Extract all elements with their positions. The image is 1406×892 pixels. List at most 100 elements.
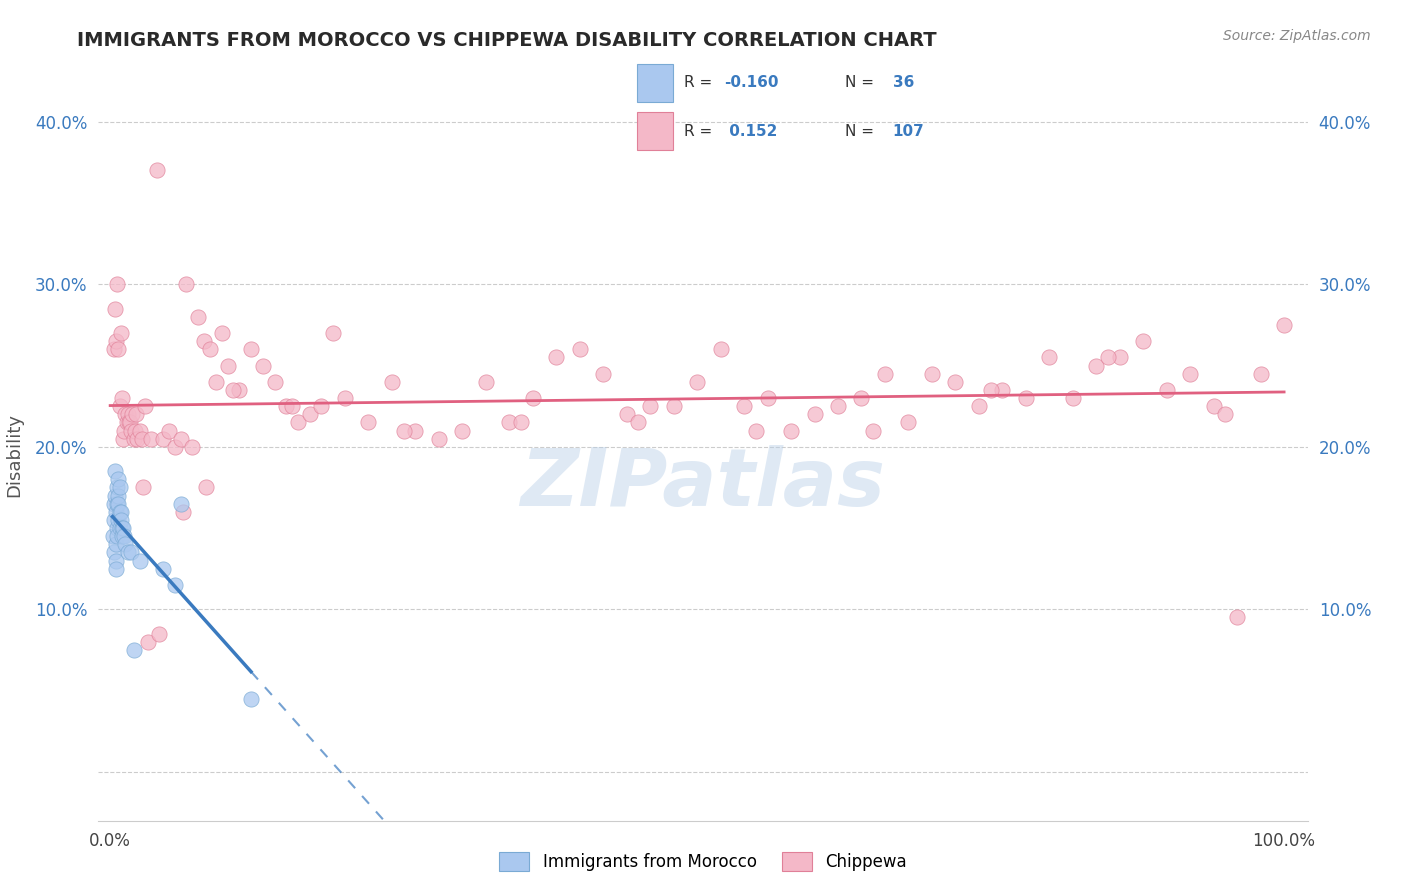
Point (125, 407, 148, 421)
Point (131, 432, 153, 446)
Text: R =: R = (685, 124, 717, 139)
Point (117, 545, 139, 559)
Point (163, 578, 186, 592)
Point (662, 399, 685, 413)
Point (111, 521, 134, 535)
Point (522, 391, 544, 405)
Point (392, 424, 415, 438)
Bar (637, 64, 673, 102)
Point (217, 359, 239, 373)
Point (141, 432, 163, 446)
Point (105, 537, 128, 551)
Point (780, 424, 803, 438)
Point (298, 407, 321, 421)
Point (105, 529, 128, 543)
Point (103, 513, 125, 527)
Point (240, 343, 263, 357)
Point (176, 277, 198, 292)
Point (568, 343, 591, 357)
Point (105, 505, 128, 519)
Point (322, 326, 344, 340)
Point (107, 343, 129, 357)
Point (163, 440, 186, 454)
Point (1108, 351, 1130, 365)
Point (105, 334, 128, 348)
Point (756, 391, 779, 405)
Point (1250, 367, 1272, 381)
Point (114, 407, 136, 421)
Point (1202, 399, 1225, 413)
Point (107, 497, 129, 511)
Point (638, 399, 661, 413)
Point (1272, 318, 1295, 332)
Point (1215, 407, 1237, 421)
Point (114, 537, 136, 551)
Point (276, 399, 298, 413)
Point (104, 301, 127, 316)
Point (122, 432, 145, 446)
Point (128, 424, 150, 438)
Point (862, 424, 884, 438)
Point (1085, 359, 1108, 373)
Point (120, 545, 142, 559)
Point (204, 375, 226, 389)
Point (132, 480, 155, 494)
Point (112, 432, 135, 446)
Point (967, 399, 990, 413)
Point (105, 497, 128, 511)
Point (112, 424, 135, 438)
Point (357, 416, 380, 430)
Point (921, 367, 943, 381)
Point (105, 277, 128, 292)
Point (120, 416, 142, 430)
Point (1226, 610, 1249, 624)
Text: 107: 107 (893, 124, 924, 139)
Point (222, 383, 245, 397)
Point (1132, 334, 1154, 348)
Point (827, 399, 849, 413)
Point (112, 521, 135, 535)
Point (105, 553, 128, 567)
Point (120, 424, 142, 438)
Point (124, 424, 146, 438)
Point (404, 424, 426, 438)
Point (187, 310, 209, 324)
Point (873, 367, 896, 381)
Point (127, 432, 149, 446)
Point (945, 375, 967, 389)
Point (311, 399, 333, 413)
Point (211, 326, 233, 340)
Text: ZIPatlas: ZIPatlas (520, 445, 886, 524)
Point (118, 416, 141, 430)
Point (897, 416, 920, 430)
Point (333, 391, 356, 405)
Point (111, 529, 134, 543)
Point (157, 424, 180, 438)
Point (108, 505, 131, 519)
Point (108, 480, 131, 494)
Text: N =: N = (845, 75, 879, 90)
Point (287, 416, 309, 430)
Point (169, 432, 191, 446)
Point (105, 480, 128, 494)
Text: N =: N = (845, 124, 879, 139)
Text: 36: 36 (893, 75, 914, 90)
Point (1156, 383, 1178, 397)
Point (103, 545, 125, 559)
Text: 0.152: 0.152 (724, 124, 778, 139)
Point (103, 343, 125, 357)
Point (546, 351, 568, 365)
Point (851, 391, 873, 405)
Point (122, 643, 145, 657)
Text: R =: R = (685, 75, 717, 90)
Point (733, 399, 755, 413)
Point (427, 432, 450, 446)
Point (592, 367, 614, 381)
Legend: Immigrants from Morocco, Chippewa: Immigrants from Morocco, Chippewa (492, 846, 914, 878)
Point (498, 416, 520, 430)
Point (181, 440, 204, 454)
Point (152, 432, 174, 446)
Point (117, 407, 139, 421)
Point (108, 399, 131, 413)
Point (627, 416, 650, 430)
